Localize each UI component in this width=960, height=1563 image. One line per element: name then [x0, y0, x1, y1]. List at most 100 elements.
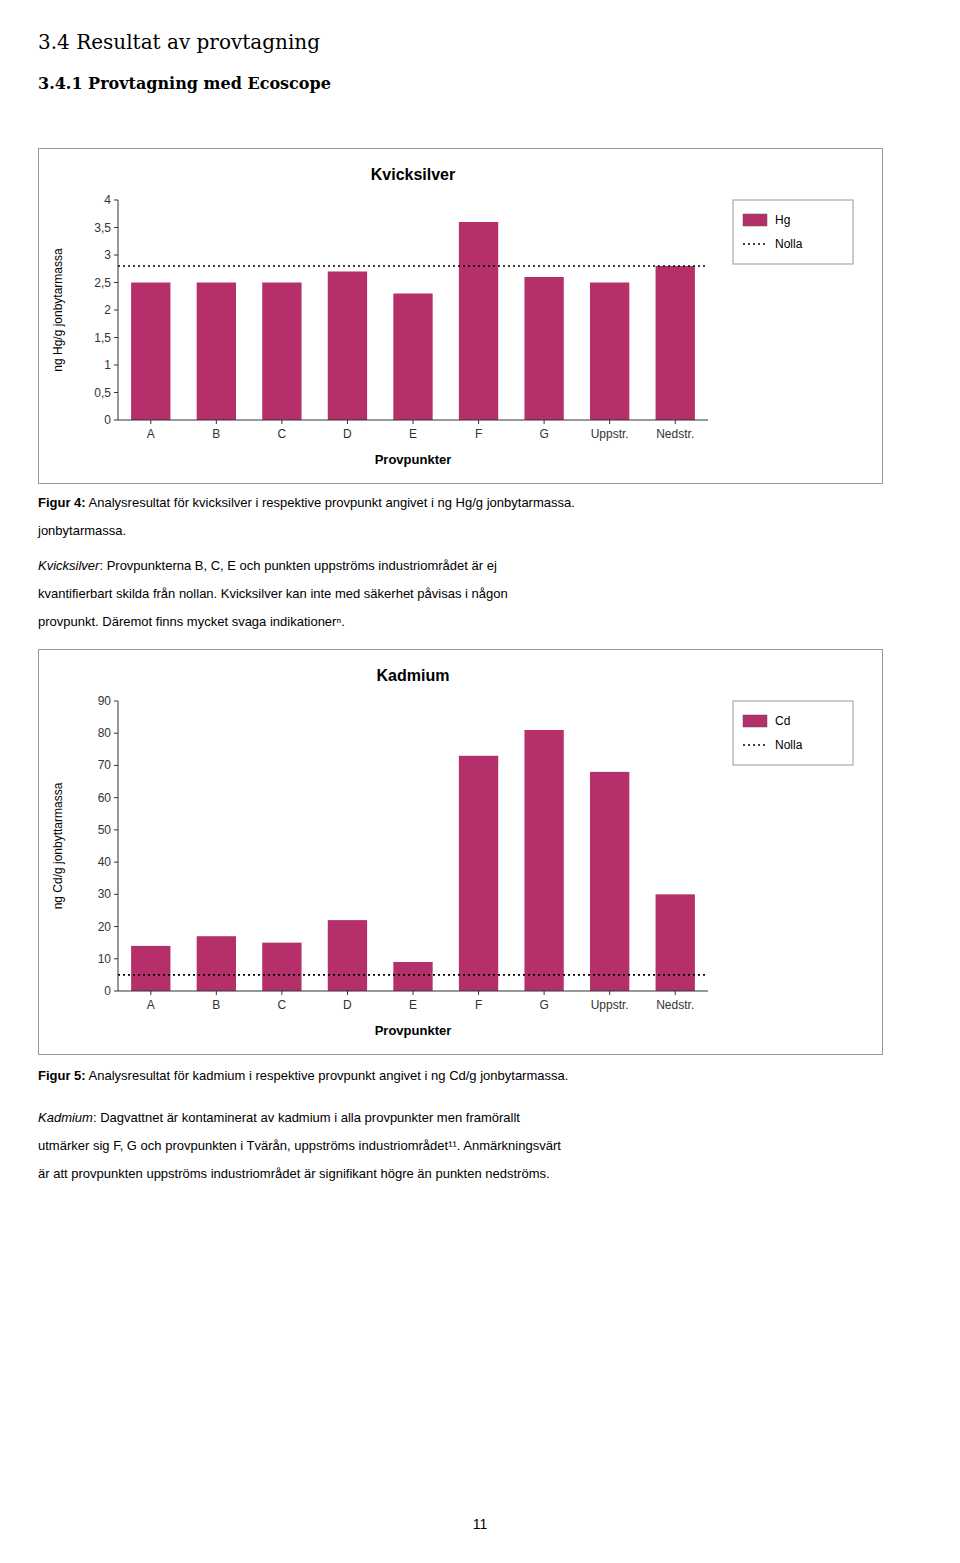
paragraph-line: provpunkt. Däremot finns mycket svaga in…	[38, 614, 345, 629]
y-tick	[114, 420, 118, 421]
bar	[524, 277, 563, 420]
x-tick-label: C	[278, 998, 287, 1012]
caption: Figur 5: Analysresultat för kadmium i re…	[38, 1068, 568, 1083]
y-tick	[114, 701, 118, 702]
x-tick	[413, 991, 414, 995]
bar	[656, 894, 695, 991]
y-tick-label: 70	[98, 758, 112, 772]
y-tick	[114, 733, 118, 734]
paragraph-text: kvantifierbart skilda från nollan. Kvick…	[38, 586, 508, 601]
bar	[393, 962, 432, 991]
x-tick	[150, 991, 151, 995]
legend-label: Hg	[775, 213, 790, 227]
caption-label: Figur 5:	[38, 1068, 86, 1083]
paragraph-text: utmärker sig F, G och provpunkten i Tvär…	[38, 1138, 561, 1153]
y-axis	[118, 200, 119, 420]
y-tick-label: 2	[104, 303, 111, 317]
caption-text: Analysresultat för kvicksilver i respekt…	[86, 495, 575, 510]
chart-border	[39, 650, 883, 1055]
x-axis-label: Provpunkter	[375, 452, 452, 467]
bar	[131, 946, 170, 991]
y-tick	[114, 991, 118, 992]
y-tick	[114, 797, 118, 798]
bar	[656, 266, 695, 420]
paragraph-text: : Dagvattnet är kontaminerat av kadmium …	[93, 1110, 520, 1125]
x-tick-label: B	[212, 998, 220, 1012]
y-tick	[114, 862, 118, 863]
x-tick-label: Nedstr.	[656, 427, 694, 441]
bar	[262, 943, 301, 991]
y-tick	[114, 958, 118, 959]
paragraph-lead: Kadmium	[38, 1110, 93, 1125]
y-axis-label: ng Hg/g jonbytarmassa	[51, 248, 65, 372]
chart-title: Kadmium	[377, 667, 450, 684]
y-axis-label: ng Cd/g jonbyttarmassa	[51, 782, 65, 909]
bar	[262, 283, 301, 421]
x-axis-label: Provpunkter	[375, 1023, 452, 1038]
y-tick-label: 60	[98, 791, 112, 805]
x-tick	[478, 420, 479, 424]
chart-border	[39, 149, 883, 484]
y-tick-label: 90	[98, 694, 112, 708]
x-tick	[609, 991, 610, 995]
x-tick-label: D	[343, 998, 352, 1012]
x-tick-label: F	[475, 427, 482, 441]
legend-label: Cd	[775, 714, 790, 728]
legend-line	[743, 243, 767, 245]
page-subtitle: 3.4.1 Provtagning med Ecoscope	[38, 74, 331, 93]
x-tick-label: Uppstr.	[591, 427, 629, 441]
y-tick	[114, 310, 118, 311]
bar	[590, 283, 629, 421]
y-tick	[114, 282, 118, 283]
paragraph-text: : Provpunkterna B, C, E och punkten upps…	[99, 558, 496, 573]
x-tick	[478, 991, 479, 995]
legend: CdNolla	[733, 701, 853, 765]
y-tick-label: 80	[98, 726, 112, 740]
bar	[590, 772, 629, 991]
x-tick-label: D	[343, 427, 352, 441]
y-tick-label: 3,5	[94, 221, 111, 235]
x-tick	[216, 420, 217, 424]
legend-frame	[733, 200, 853, 264]
reference-line	[118, 265, 708, 267]
bar	[524, 730, 563, 991]
y-tick-label: 1,5	[94, 331, 111, 345]
y-tick	[114, 829, 118, 830]
y-tick-label: 3	[104, 248, 111, 262]
bar	[328, 920, 367, 991]
x-tick	[413, 420, 414, 424]
legend-line	[743, 744, 767, 746]
bar	[197, 283, 236, 421]
legend-frame	[733, 701, 853, 765]
bar	[459, 222, 498, 420]
paragraph-line: Kvicksilver: Provpunkterna B, C, E och p…	[38, 558, 497, 573]
legend-label: Nolla	[775, 237, 803, 251]
paragraph-line: utmärker sig F, G och provpunkten i Tvär…	[38, 1138, 561, 1153]
paragraph-text: provpunkt. Däremot finns mycket svaga in…	[38, 614, 345, 629]
y-tick-label: 2,5	[94, 276, 111, 290]
bar	[131, 283, 170, 421]
caption: Figur 4: Analysresultat för kvicksilver …	[38, 495, 575, 510]
page-title: 3.4 Resultat av provtagning	[38, 30, 320, 54]
x-tick-label: F	[475, 998, 482, 1012]
paragraph-line: kvantifierbart skilda från nollan. Kvick…	[38, 586, 508, 601]
x-tick-label: Uppstr.	[591, 998, 629, 1012]
y-tick-label: 1	[104, 358, 111, 372]
chart: Kadmium0102030405060708090ABCDEFGUppstr.…	[38, 649, 883, 1055]
x-tick	[347, 420, 348, 424]
x-tick-label: B	[212, 427, 220, 441]
y-tick	[114, 392, 118, 393]
heading: 3.4 Resultat av provtagning	[38, 30, 320, 54]
x-tick-label: C	[278, 427, 287, 441]
x-tick-label: G	[539, 427, 548, 441]
reference-line	[118, 974, 708, 976]
legend: Hg Nolla	[733, 200, 853, 264]
bar	[328, 272, 367, 421]
chart: Kvicksilver00,511,522,533,54ABCDEFGUppst…	[38, 148, 883, 484]
y-tick	[114, 365, 118, 366]
y-tick-label: 0	[104, 413, 111, 427]
y-axis	[118, 701, 119, 991]
x-tick	[347, 991, 348, 995]
x-tick	[675, 420, 676, 424]
paragraph-line: är att provpunkten uppströms industriomr…	[38, 1166, 550, 1181]
